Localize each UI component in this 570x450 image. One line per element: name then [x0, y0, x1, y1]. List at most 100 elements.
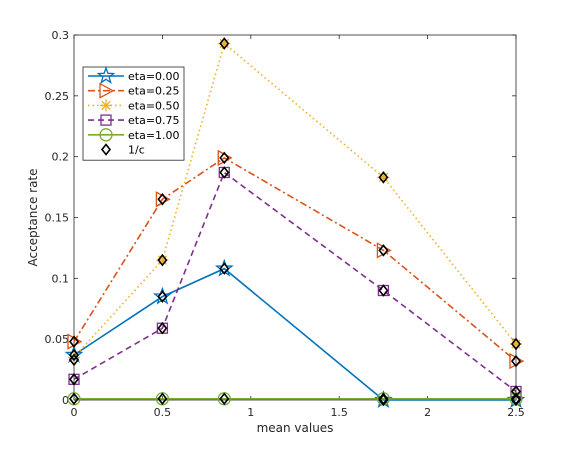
data-point [68, 353, 80, 367]
data-point [157, 192, 168, 206]
diamond-marker [68, 348, 80, 362]
diamond-marker [157, 253, 168, 267]
y-tick-label: 0.25 [45, 90, 70, 103]
data-point [219, 392, 230, 406]
y-tick-label: 0.1 [52, 272, 70, 285]
series-line [73, 171, 517, 393]
data-point [378, 284, 389, 297]
data-point [510, 337, 522, 351]
diamond-marker [510, 337, 522, 351]
y-tick-label: 0.15 [45, 212, 70, 225]
circle-marker [99, 128, 113, 142]
asterisk-stroke [378, 172, 389, 183]
square-marker [100, 114, 112, 126]
x-tick-label: 1 [247, 406, 254, 419]
legend-marker [100, 99, 112, 112]
diamond-marker [68, 392, 80, 406]
diamond-marker [219, 151, 230, 165]
legend-label: eta=0.50 [128, 99, 180, 112]
diamond-marker [510, 392, 522, 406]
diamond-marker [378, 284, 389, 297]
y-tick-label: 0 [62, 394, 69, 407]
x-tick-label: 2 [424, 406, 431, 419]
diamond-marker [68, 373, 80, 386]
legend-item: eta=1.00 [88, 128, 180, 142]
y-tick-label: 0.3 [52, 29, 70, 42]
data-point [68, 392, 80, 406]
y-axis-title: Acceptance rate [26, 168, 40, 266]
diamond-marker [100, 143, 112, 156]
legend-marker [99, 82, 115, 99]
legend-label: eta=0.00 [128, 70, 180, 83]
diamond-marker [68, 335, 80, 348]
series-line [73, 267, 516, 401]
data-point [157, 392, 168, 406]
x-tick-label: 0 [71, 406, 78, 419]
series-layer [64, 37, 526, 409]
data-point [68, 351, 80, 364]
diamond-marker [378, 171, 389, 184]
data-point [68, 373, 80, 386]
diamond-marker [219, 166, 230, 179]
legend-item: 1/c [100, 143, 145, 157]
data-point [219, 166, 230, 179]
data-point [378, 392, 389, 406]
legend-box [82, 66, 185, 161]
legend-item: eta=0.25 [88, 82, 180, 99]
star-marker [214, 258, 234, 277]
legend-marker [100, 114, 112, 126]
legend-item: eta=0.50 [88, 99, 180, 112]
series-line [73, 156, 517, 362]
y-tick-label: 0.2 [52, 151, 70, 164]
legend-item: eta=0.00 [88, 66, 180, 85]
diamond-marker [219, 37, 230, 50]
y-tick-label: 0.05 [45, 333, 70, 346]
data-point [378, 244, 389, 257]
diamond-marker [68, 353, 80, 367]
legend-label: eta=0.25 [128, 85, 180, 98]
data-point [68, 348, 80, 362]
data-point [157, 290, 168, 303]
asterisk-stroke [511, 339, 521, 349]
legend-label: eta=1.00 [128, 129, 180, 142]
data-point [219, 37, 230, 50]
legend-label: 1/c [128, 144, 145, 157]
triangle-marker [99, 82, 115, 99]
diamond-marker [378, 244, 389, 257]
legend-marker [100, 143, 112, 156]
data-point [157, 321, 168, 335]
diamond-marker [157, 321, 168, 335]
star-marker [152, 286, 172, 305]
axes: 0 0.5 1 1.5 2 2.5 0 0.05 0.1 0.15 0.2 0.25 0.3 [45, 29, 525, 419]
x-axis-title: mean values [257, 421, 334, 435]
asterisk-stroke [157, 255, 168, 265]
data-point [219, 262, 230, 275]
diamond-marker [510, 354, 522, 368]
legend-marker [96, 66, 116, 85]
data-point [152, 286, 172, 305]
legend-item: eta=0.75 [88, 114, 180, 127]
data-point [157, 253, 168, 267]
diamond-marker [219, 262, 230, 275]
data-point [510, 392, 522, 406]
diamond-marker [510, 385, 522, 398]
data-point [378, 171, 389, 184]
data-point [510, 385, 522, 398]
data-point [68, 335, 80, 348]
data-point [219, 151, 230, 165]
diamond-marker [219, 392, 230, 406]
x-tick-label: 0.5 [154, 406, 172, 419]
asterisk-stroke [219, 38, 229, 49]
data-point [510, 354, 522, 368]
legend-marker [99, 128, 113, 142]
asterisk-stroke [101, 100, 111, 111]
diamond-marker [157, 392, 168, 406]
diamond-marker [378, 392, 389, 406]
diamond-marker [157, 290, 168, 303]
legend-label: eta=0.75 [128, 114, 180, 127]
x-tick-label: 1.5 [330, 406, 348, 419]
star-marker [96, 66, 116, 85]
diamond-marker [157, 192, 168, 206]
